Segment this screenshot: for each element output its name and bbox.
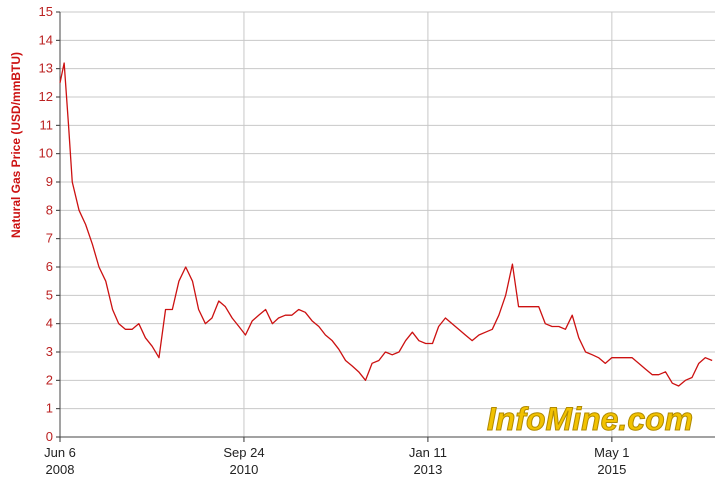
- y-tick-label: 8: [46, 202, 53, 217]
- y-tick-label: 15: [39, 4, 53, 19]
- y-tick-label: 14: [39, 32, 53, 47]
- watermark: InfoMine.com: [487, 401, 693, 437]
- y-tick-label: 2: [46, 372, 53, 387]
- y-tick-label: 13: [39, 61, 53, 76]
- y-tick-label: 4: [46, 316, 53, 331]
- x-tick-label: Jan 11: [409, 445, 447, 460]
- y-tick-label: 1: [46, 401, 53, 416]
- price-line: [59, 62, 713, 387]
- y-axis-label: Natural Gas Price (USD/mmBTU): [9, 52, 23, 238]
- y-tick-label: 12: [39, 89, 53, 104]
- x-tick-label: Jun 6: [44, 445, 76, 460]
- y-tick-label: 11: [40, 117, 54, 132]
- x-tick-label: 2010: [229, 462, 258, 477]
- x-tick-label: 2013: [413, 462, 442, 477]
- y-tick-label: 5: [46, 287, 53, 302]
- x-tick-label: May 1: [594, 445, 629, 460]
- x-tick-label: Sep 24: [223, 445, 264, 460]
- x-tick-label: 2015: [597, 462, 626, 477]
- y-tick-label: 6: [46, 259, 53, 274]
- x-tick-label: 2008: [46, 462, 75, 477]
- y-tick-label: 9: [46, 174, 53, 189]
- y-tick-label: 10: [39, 146, 53, 161]
- y-tick-label: 0: [46, 429, 53, 444]
- y-tick-label: 7: [46, 231, 53, 246]
- y-tick-label: 3: [46, 344, 53, 359]
